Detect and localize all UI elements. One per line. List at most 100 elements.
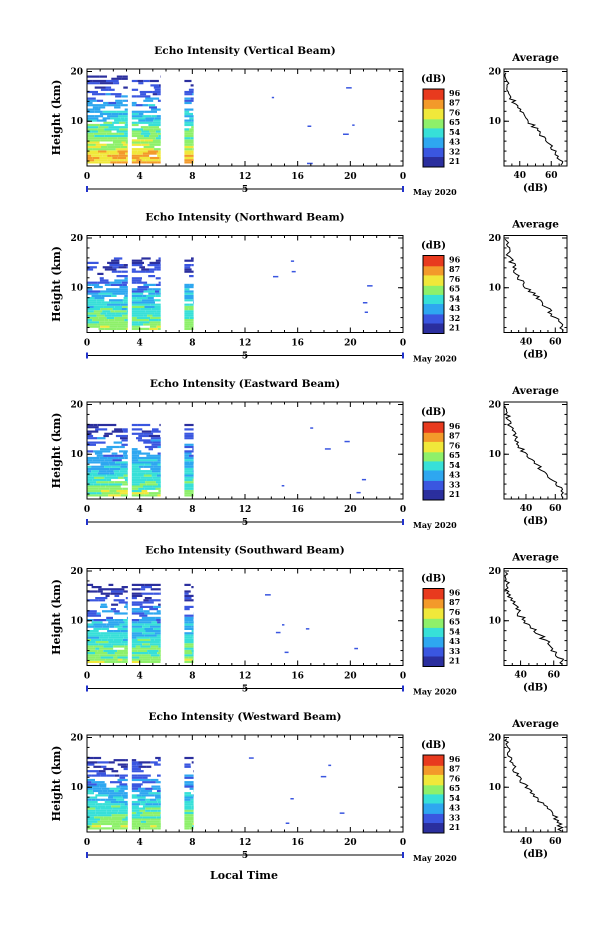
heatmap-cell (184, 288, 189, 290)
heatmap-cell (363, 302, 367, 304)
heatmap-cell (92, 621, 103, 623)
heatmap-cell (154, 117, 161, 119)
heatmap-cell (97, 590, 103, 592)
heatmap-cell (115, 661, 121, 663)
heatmap-cell (108, 102, 116, 104)
heatmap-cell (193, 797, 194, 799)
heatmap-cell (118, 628, 128, 630)
x-tick-label: 0 (400, 505, 406, 515)
heatmap-cell (184, 590, 190, 592)
heatmap-cell (151, 109, 161, 111)
heatmap-cell (118, 621, 124, 623)
heatmap-cell (100, 124, 114, 126)
heatmap-cell (189, 297, 194, 299)
heatmap-cell (87, 426, 99, 428)
heatmap-cell (160, 470, 161, 472)
heatmap-cell (142, 299, 155, 301)
heatmap-cell (159, 290, 160, 292)
heatmap-cell (95, 794, 104, 796)
colorbar-tick-label: 96 (449, 88, 461, 98)
heatmap-cell (155, 632, 161, 634)
heatmap-cell (126, 775, 128, 777)
profile-x-tick-label: 40 (520, 338, 533, 348)
heatmap-cell (116, 654, 127, 656)
heatmap-cell (160, 142, 161, 144)
heatmap-cell (87, 312, 100, 314)
heatmap-cell (94, 286, 103, 288)
heatmap-cell (141, 654, 150, 656)
heatmap-cell (114, 630, 121, 632)
heatmap-cell (93, 766, 101, 768)
heatmap-cell (103, 768, 113, 770)
heatmap-cell (132, 803, 140, 805)
heatmap-cell (142, 643, 150, 645)
heatmap-cell (148, 275, 155, 277)
heatmap-cell (192, 144, 194, 146)
heatmap-cell (306, 628, 309, 630)
colorbar-tick-label: 33 (449, 812, 461, 822)
heatmap-cell (152, 803, 158, 805)
heatmap-cell (87, 301, 97, 303)
heatmap-cell (146, 295, 155, 297)
heatmap-cell (184, 808, 192, 810)
profile-frame (504, 69, 567, 166)
heatmap-cell (112, 293, 125, 295)
heatmap-cell (123, 455, 128, 457)
heatmap-cell (105, 459, 113, 461)
heatmap-cell (152, 475, 157, 477)
heatmap-cell (139, 619, 149, 621)
heatmap-cell (132, 634, 145, 636)
heatmap-cell (184, 153, 191, 155)
heatmap-cell (192, 650, 194, 652)
heatmap-cell (91, 466, 104, 468)
heatmap-cell (87, 637, 99, 639)
heatmap-cell (107, 775, 115, 777)
colorbar-tick-label: 43 (449, 470, 461, 480)
heatmap-cell (143, 284, 156, 286)
heatmap-cell (132, 601, 143, 603)
profile-x-tick-label: 60 (545, 171, 558, 181)
heatmap-cell (124, 643, 128, 645)
heatmap-cell (102, 492, 114, 494)
colorbar-tick-label: 65 (449, 117, 460, 127)
heatmap-cell (111, 608, 116, 610)
heatmap-cell (132, 810, 140, 812)
heatmap-cell (127, 764, 128, 766)
heatmap-cell (158, 645, 160, 647)
heatmap-cell (87, 102, 93, 104)
heatmap-cell (189, 424, 194, 426)
heatmap-cell (158, 328, 161, 330)
heatmap-cell (116, 486, 121, 488)
heatmap-cell (127, 483, 128, 485)
heatmap-cell (132, 470, 139, 472)
heatmap-cell (123, 113, 128, 115)
heatmap-cell (155, 306, 161, 308)
heatmap-cell (184, 293, 193, 295)
heatmap-cell (158, 161, 161, 163)
profile-line (505, 739, 563, 831)
heatmap-cell (132, 805, 139, 807)
x-tick-label: 4 (137, 172, 143, 182)
heatmap-cell (160, 264, 161, 266)
heatmap-cell (141, 95, 151, 97)
heatmap-cell (132, 310, 145, 312)
heatmap-cell (184, 102, 191, 104)
heatmap-cell (87, 137, 99, 139)
heatmap-cell (124, 637, 128, 639)
heatmap-cell (141, 126, 149, 128)
heatmap-cell (141, 131, 149, 133)
y-tick-label: 20 (70, 67, 83, 77)
heatmap-cell (137, 150, 148, 152)
heatmap-cell (145, 306, 155, 308)
heatmap-cell (132, 641, 142, 643)
heatmap-cell (124, 297, 128, 299)
heatmap-cell (119, 155, 128, 157)
heatmap-cell (141, 821, 146, 823)
heatmap-cell (107, 652, 115, 654)
heatmap-cell (159, 472, 161, 474)
profile-x-label: (dB) (523, 516, 548, 527)
heatmap-cell (137, 317, 150, 319)
heatmap-cell (132, 588, 141, 590)
heatmap-cell (132, 648, 144, 650)
heatmap-cell (103, 816, 111, 818)
